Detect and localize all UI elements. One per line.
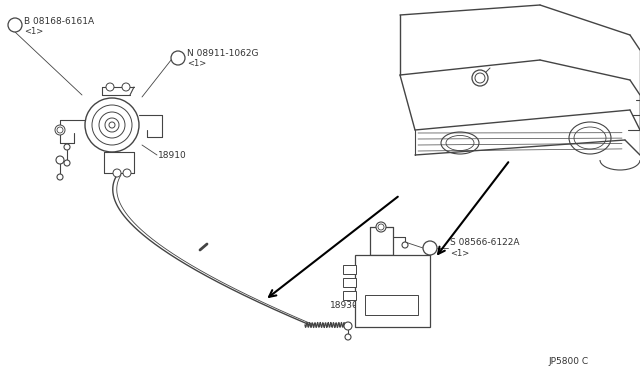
Circle shape: [64, 160, 70, 166]
Text: N: N: [175, 54, 182, 62]
Circle shape: [106, 83, 114, 91]
Circle shape: [378, 224, 384, 230]
Circle shape: [423, 241, 437, 255]
Circle shape: [113, 169, 121, 177]
Circle shape: [376, 222, 386, 232]
Circle shape: [475, 73, 485, 83]
Circle shape: [344, 322, 352, 330]
Text: N 08911-1062G: N 08911-1062G: [187, 48, 259, 58]
Text: B: B: [12, 20, 18, 29]
Circle shape: [171, 51, 185, 65]
Circle shape: [57, 127, 63, 133]
Text: <1>: <1>: [24, 26, 44, 35]
FancyBboxPatch shape: [355, 255, 430, 327]
Text: JP5800 C: JP5800 C: [548, 357, 588, 366]
Circle shape: [56, 156, 64, 164]
Text: B 08168-6161A: B 08168-6161A: [24, 16, 94, 26]
FancyBboxPatch shape: [343, 265, 356, 274]
Text: 18930: 18930: [330, 301, 359, 310]
Circle shape: [122, 83, 130, 91]
Circle shape: [64, 144, 70, 150]
Circle shape: [8, 18, 22, 32]
Circle shape: [345, 334, 351, 340]
FancyBboxPatch shape: [343, 278, 356, 287]
Circle shape: [57, 174, 63, 180]
Text: S: S: [427, 244, 433, 253]
Circle shape: [55, 125, 65, 135]
Circle shape: [123, 169, 131, 177]
Text: <1>: <1>: [187, 58, 206, 67]
FancyBboxPatch shape: [365, 295, 418, 315]
Text: S 08566-6122A: S 08566-6122A: [450, 237, 520, 247]
Text: 18910: 18910: [158, 151, 187, 160]
Circle shape: [472, 70, 488, 86]
Circle shape: [402, 242, 408, 248]
FancyBboxPatch shape: [343, 291, 356, 300]
Text: <1>: <1>: [450, 248, 469, 257]
